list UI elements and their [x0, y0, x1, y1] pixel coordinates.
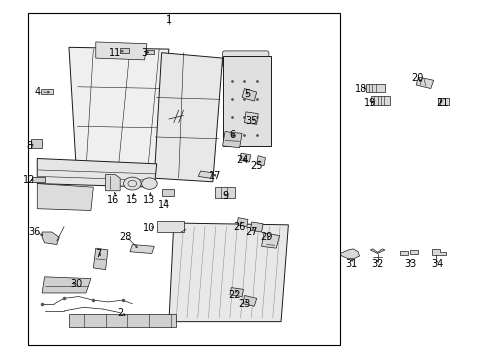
Polygon shape — [130, 244, 154, 253]
Text: 22: 22 — [228, 290, 241, 300]
Text: 15: 15 — [126, 195, 138, 205]
Bar — [370, 96, 389, 105]
Text: 26: 26 — [233, 222, 245, 231]
Text: 27: 27 — [245, 227, 258, 237]
Text: 12: 12 — [23, 175, 35, 185]
Text: 17: 17 — [209, 171, 221, 181]
Polygon shape — [242, 89, 256, 101]
Bar — [31, 139, 42, 148]
Text: 33: 33 — [404, 259, 416, 269]
Text: 10: 10 — [143, 224, 155, 233]
Text: 1: 1 — [165, 15, 172, 26]
Polygon shape — [339, 249, 359, 259]
Polygon shape — [237, 218, 247, 226]
Polygon shape — [243, 296, 256, 306]
Text: 9: 9 — [222, 191, 227, 201]
Text: 25: 25 — [250, 161, 263, 171]
Polygon shape — [32, 177, 44, 182]
Polygon shape — [256, 156, 265, 166]
Text: 29: 29 — [260, 232, 272, 242]
Text: 16: 16 — [106, 195, 119, 205]
Polygon shape — [369, 249, 384, 253]
Polygon shape — [415, 77, 433, 89]
Polygon shape — [168, 223, 288, 321]
Text: 24: 24 — [235, 155, 248, 165]
Polygon shape — [222, 132, 242, 148]
Polygon shape — [69, 315, 176, 327]
Bar — [41, 89, 53, 94]
Text: 21: 21 — [435, 98, 447, 108]
Text: 28: 28 — [119, 232, 131, 242]
Polygon shape — [42, 277, 91, 293]
Polygon shape — [96, 42, 147, 60]
Bar — [161, 189, 173, 196]
FancyBboxPatch shape — [222, 51, 268, 67]
Text: 11: 11 — [109, 48, 121, 58]
Polygon shape — [431, 249, 445, 255]
Text: 35: 35 — [245, 116, 258, 126]
Bar — [157, 221, 183, 232]
Bar — [409, 250, 417, 253]
Polygon shape — [42, 232, 59, 244]
Text: 36: 36 — [29, 227, 41, 237]
Text: 14: 14 — [158, 200, 170, 210]
Text: 31: 31 — [345, 259, 357, 269]
Text: 2: 2 — [117, 308, 123, 318]
Text: 13: 13 — [143, 195, 155, 205]
Polygon shape — [105, 175, 120, 191]
Circle shape — [142, 178, 157, 189]
Polygon shape — [37, 184, 93, 211]
Bar — [399, 251, 407, 255]
Polygon shape — [244, 112, 258, 125]
Text: 34: 34 — [430, 259, 442, 269]
Text: 7: 7 — [95, 248, 101, 258]
Bar — [120, 48, 129, 53]
Text: 4: 4 — [34, 87, 40, 97]
Bar — [366, 84, 384, 92]
Polygon shape — [198, 171, 212, 178]
Bar — [215, 187, 234, 198]
Polygon shape — [37, 158, 157, 187]
Polygon shape — [222, 56, 271, 146]
Polygon shape — [261, 233, 279, 248]
Polygon shape — [239, 153, 250, 162]
Bar — [437, 98, 448, 105]
Text: 30: 30 — [70, 279, 82, 289]
Text: 32: 32 — [371, 259, 383, 269]
Polygon shape — [93, 248, 108, 270]
Polygon shape — [250, 222, 263, 232]
Text: 20: 20 — [410, 73, 423, 83]
Polygon shape — [229, 288, 243, 297]
Text: 6: 6 — [229, 130, 235, 140]
Circle shape — [123, 177, 141, 190]
Polygon shape — [69, 47, 168, 180]
Text: 19: 19 — [363, 98, 375, 108]
Polygon shape — [154, 53, 222, 182]
Text: 23: 23 — [238, 299, 250, 309]
Text: 3: 3 — [141, 48, 147, 58]
Bar — [146, 50, 154, 54]
Text: 5: 5 — [244, 89, 249, 99]
Text: 18: 18 — [355, 84, 367, 94]
Text: 8: 8 — [26, 141, 32, 151]
Bar — [27, 13, 339, 345]
